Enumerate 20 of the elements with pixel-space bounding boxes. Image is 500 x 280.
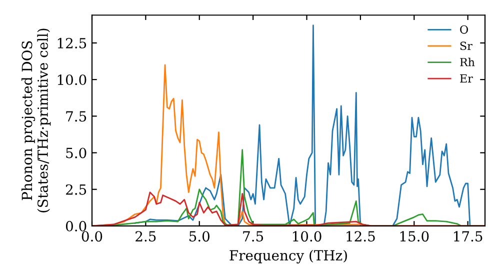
x-tick-label: 0.0 [82,231,102,242]
y-tick-label: 10.0 [58,74,86,86]
y-tick-label: 7.5 [66,111,86,122]
x-tick-label: 2.5 [136,231,156,242]
x-tick-label: 15.0 [400,231,429,242]
legend-label: Sr [460,42,472,50]
x-tick-label: 17.5 [454,231,482,242]
y-tick-label: 2.5 [66,184,86,195]
x-tick-label: 12.5 [346,231,375,242]
y-tick-label: 5.0 [66,148,86,158]
y-tick-label: 0.0 [66,220,86,232]
x-axis-title: Frequency (THz) [230,250,347,264]
y-tick-label: 12.5 [58,38,86,48]
y-axis-title: Phonon projected DOS (States/THz·primitive cell) [21,28,51,212]
x-tick-label: 5.0 [190,231,210,242]
legend-label: Rh [460,58,475,66]
x-tick-label: 10.0 [292,231,322,242]
legend-label: O [460,25,468,34]
x-tick-label: 7.5 [243,231,264,242]
legend-label: Er [460,74,473,82]
